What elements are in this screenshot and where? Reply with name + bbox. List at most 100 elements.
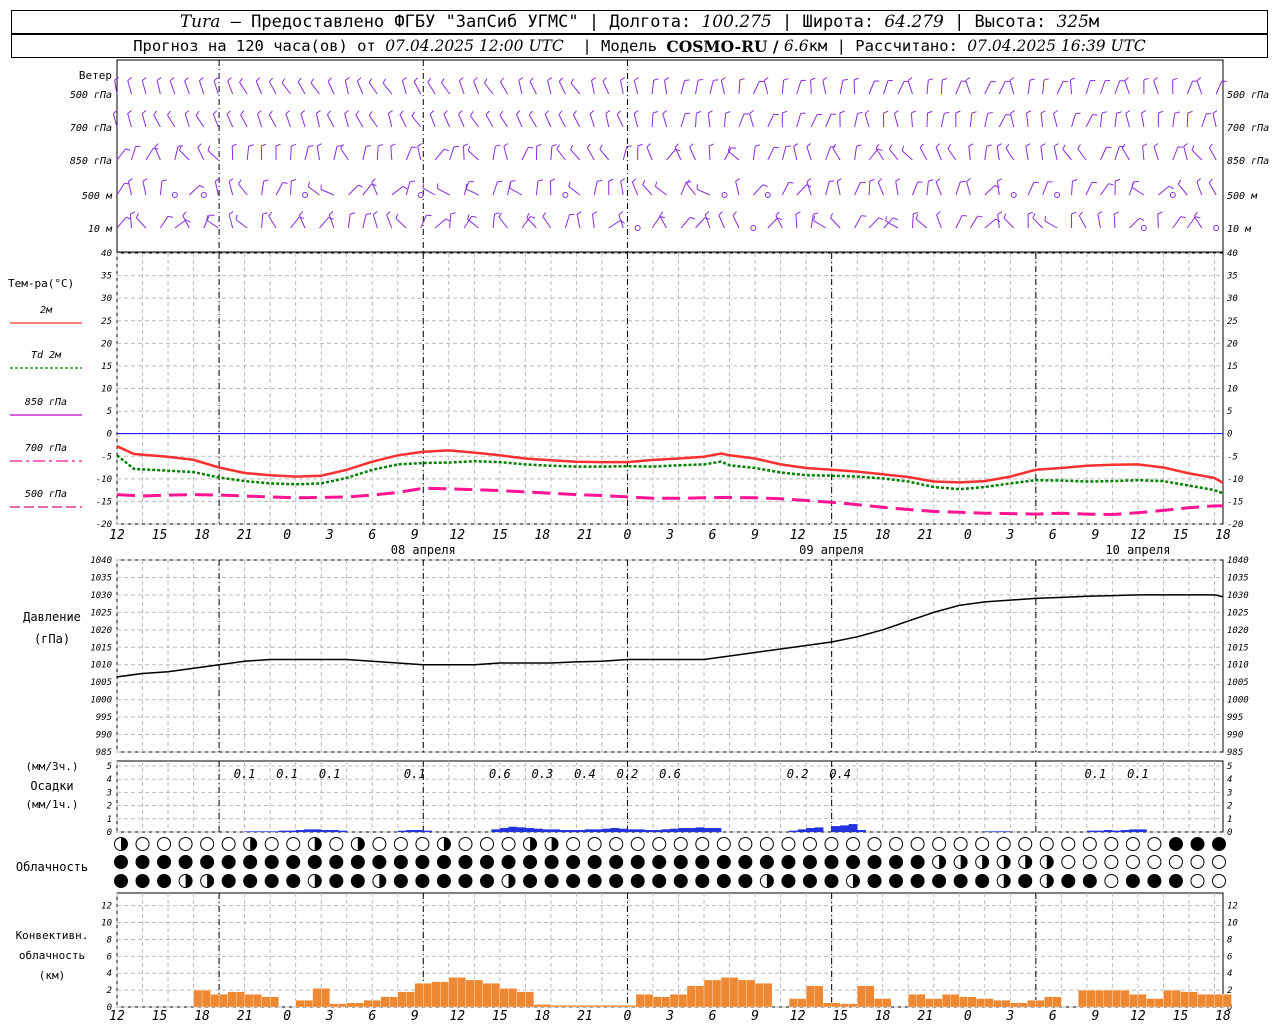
wind-calm — [1169, 192, 1176, 198]
conv-bar — [1120, 989, 1130, 1008]
wind-barb — [1026, 113, 1029, 128]
wind-barb-flag — [572, 110, 577, 115]
wind-barb-flag — [368, 78, 373, 83]
wind-barb — [1078, 215, 1087, 229]
time-tick-label: 12 — [449, 528, 465, 543]
conv-bar — [474, 979, 483, 1008]
wind-barb-flag — [427, 77, 432, 83]
conv-bar — [729, 977, 739, 1008]
conv-bar — [1171, 989, 1181, 1008]
wind-barb — [1131, 187, 1145, 196]
wind-barb — [680, 80, 686, 95]
wind-barb — [503, 146, 508, 161]
wind-barb — [558, 81, 566, 95]
precip-tick-left: 2 — [107, 802, 112, 812]
conv-bar — [916, 994, 926, 1008]
wind-barb — [1040, 146, 1044, 161]
wind-calm — [200, 192, 207, 198]
wind-barb-flag — [1053, 110, 1058, 114]
pressure-tick-right: 995 — [1227, 713, 1243, 723]
wind-barb-flag — [436, 183, 439, 189]
wind-barb — [998, 81, 1006, 95]
wind-barb-flag — [608, 178, 614, 182]
cloud-cover-symbol — [1147, 874, 1162, 888]
wind-barb-flag — [782, 110, 788, 114]
conv-bar — [942, 994, 951, 1008]
wind-barb-flag — [373, 211, 378, 215]
cloud-cover-symbol — [1018, 874, 1033, 888]
wind-barb — [781, 80, 785, 95]
wind-barb — [689, 147, 696, 161]
precip-bar — [329, 830, 339, 832]
precip-3h-label: 0.4 — [829, 767, 851, 781]
wind-barb — [622, 146, 628, 161]
wind-barb — [1053, 146, 1058, 161]
wind-barb — [391, 186, 404, 196]
wind-barb — [304, 146, 309, 161]
precip-bar — [576, 830, 586, 832]
cloud-cover-symbol — [264, 855, 279, 869]
wind-barb-flag — [775, 211, 780, 216]
cloud-cover-symbol — [673, 874, 688, 888]
wind-barb — [319, 217, 330, 229]
wind-barb — [926, 112, 929, 128]
conv-bar — [261, 996, 271, 1008]
wind-barb — [1097, 214, 1101, 229]
wind-barb-flag — [261, 143, 267, 147]
wind-barb-flag — [1071, 211, 1077, 215]
temp-tick-right: -5 — [1227, 452, 1238, 462]
temp-tick-left: 5 — [107, 407, 112, 417]
precip-tick-right: 3 — [1226, 788, 1232, 798]
precip-bar — [806, 828, 815, 832]
wind-barb-flag — [1183, 143, 1189, 147]
conv-bar — [1035, 1000, 1045, 1008]
conv-tick-right: 4 — [1227, 969, 1232, 979]
wind-barb-flag — [894, 110, 899, 114]
wind-barb-flag — [637, 143, 643, 147]
pressure-tick-left: 1015 — [90, 643, 112, 653]
time-tick-label-bottom: 0 — [283, 1009, 291, 1024]
cloud-cover-symbol — [1104, 874, 1119, 888]
conv-bar — [457, 977, 466, 1008]
wind-barb-flag — [417, 143, 423, 147]
wind-barb-flag — [1077, 144, 1081, 149]
wind-barb — [465, 188, 479, 196]
temp-2m-line — [116, 445, 1224, 484]
wind-barb-flag — [195, 110, 200, 116]
temp-tick-right: 20 — [1227, 339, 1238, 349]
wind-barb-flag — [458, 110, 463, 115]
wind-barb — [732, 215, 740, 229]
wind-barb-flag — [494, 212, 500, 215]
wind-barb — [239, 82, 248, 95]
wind-barb — [810, 214, 814, 229]
wind-barb-flag — [495, 144, 501, 147]
time-tick-label: 9 — [411, 528, 419, 543]
wind-barb — [297, 81, 306, 95]
cloud-cover-symbol — [673, 837, 688, 851]
cloud-cover-symbol — [630, 874, 645, 888]
wind-level-label-right: 10 м — [1227, 224, 1252, 235]
cloud-cover-half — [1003, 874, 1011, 888]
time-tick-label: 18 — [535, 528, 551, 543]
time-tick-label: 3 — [1005, 528, 1014, 543]
header-forecast: Прогноз на 120 часа(ов) от 07.04.2025 12… — [11, 34, 1268, 58]
wind-barb — [955, 80, 962, 95]
wind-barb — [112, 113, 118, 128]
conv-title2: облачность — [19, 949, 85, 962]
wind-barb — [1208, 182, 1217, 196]
wind-barb-flag — [368, 111, 373, 116]
wind-barb-flag — [443, 148, 449, 152]
conv-bar — [976, 998, 985, 1008]
time-tick-label-bottom: 9 — [751, 1009, 759, 1024]
wind-barb-flag — [1195, 216, 1201, 219]
precip-bar — [244, 831, 254, 832]
wind-barb — [417, 146, 422, 161]
cloud-cover-symbol — [544, 855, 559, 869]
wind-barb — [608, 219, 621, 229]
conv-bar — [516, 991, 526, 1008]
wind-barb — [203, 214, 210, 229]
precip-3h-label: 0.1 — [1127, 767, 1149, 781]
wind-barb — [965, 80, 971, 95]
wind-barb — [572, 114, 581, 128]
wind-barb-flag — [856, 144, 862, 147]
